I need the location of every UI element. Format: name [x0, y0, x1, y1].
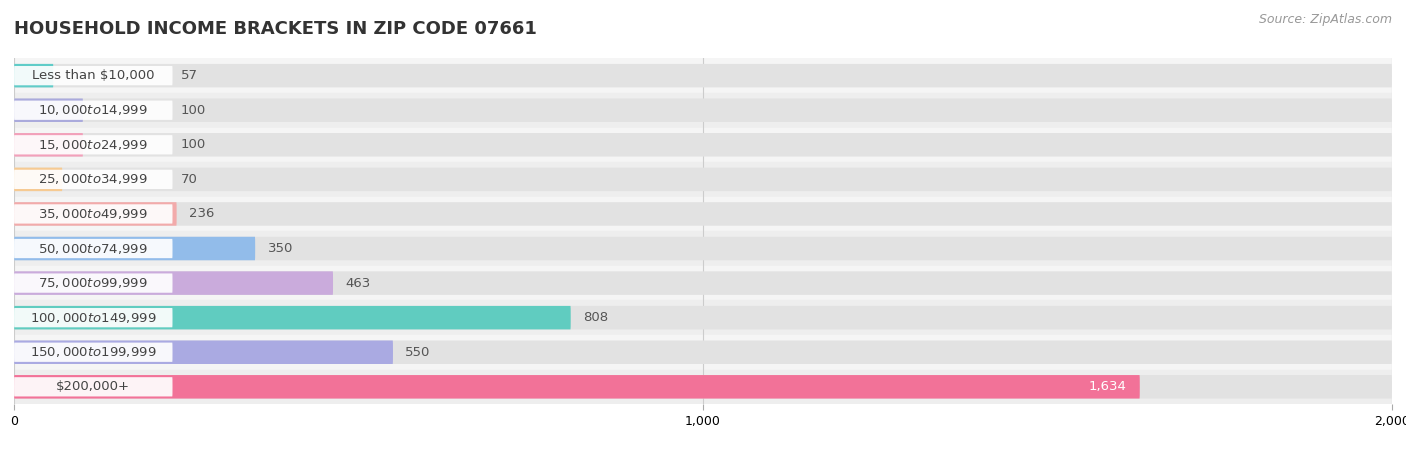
Bar: [14, 370, 1392, 404]
Text: 808: 808: [583, 311, 609, 324]
FancyBboxPatch shape: [14, 237, 1392, 260]
Text: 100: 100: [181, 104, 207, 117]
FancyBboxPatch shape: [14, 167, 1392, 191]
FancyBboxPatch shape: [14, 343, 173, 362]
Text: $10,000 to $14,999: $10,000 to $14,999: [38, 103, 148, 117]
Text: 350: 350: [267, 242, 292, 255]
FancyBboxPatch shape: [14, 375, 1392, 399]
FancyBboxPatch shape: [14, 133, 83, 157]
Bar: [14, 266, 1392, 300]
FancyBboxPatch shape: [14, 271, 333, 295]
FancyBboxPatch shape: [14, 170, 173, 189]
FancyBboxPatch shape: [14, 64, 1392, 88]
Bar: [14, 162, 1392, 197]
Text: $150,000 to $199,999: $150,000 to $199,999: [30, 345, 156, 359]
Text: $25,000 to $34,999: $25,000 to $34,999: [38, 172, 148, 186]
Bar: [14, 58, 1392, 93]
FancyBboxPatch shape: [14, 135, 173, 154]
FancyBboxPatch shape: [14, 306, 571, 330]
FancyBboxPatch shape: [14, 308, 173, 327]
FancyBboxPatch shape: [14, 340, 394, 364]
FancyBboxPatch shape: [14, 133, 1392, 157]
Bar: [14, 231, 1392, 266]
FancyBboxPatch shape: [14, 98, 83, 122]
Text: 1,634: 1,634: [1088, 380, 1126, 393]
Text: 70: 70: [181, 173, 198, 186]
Text: 100: 100: [181, 138, 207, 151]
Text: $15,000 to $24,999: $15,000 to $24,999: [38, 138, 148, 152]
Bar: [14, 128, 1392, 162]
Bar: [14, 197, 1392, 231]
FancyBboxPatch shape: [14, 202, 1392, 226]
Text: 463: 463: [346, 277, 371, 290]
Text: HOUSEHOLD INCOME BRACKETS IN ZIP CODE 07661: HOUSEHOLD INCOME BRACKETS IN ZIP CODE 07…: [14, 20, 537, 38]
Text: $35,000 to $49,999: $35,000 to $49,999: [38, 207, 148, 221]
FancyBboxPatch shape: [14, 98, 1392, 122]
FancyBboxPatch shape: [14, 204, 173, 224]
FancyBboxPatch shape: [14, 377, 173, 396]
Bar: [14, 93, 1392, 128]
FancyBboxPatch shape: [14, 273, 173, 293]
FancyBboxPatch shape: [14, 167, 62, 191]
Text: $50,000 to $74,999: $50,000 to $74,999: [38, 242, 148, 255]
Text: Less than $10,000: Less than $10,000: [32, 69, 155, 82]
FancyBboxPatch shape: [14, 66, 173, 85]
FancyBboxPatch shape: [14, 64, 53, 88]
FancyBboxPatch shape: [14, 239, 173, 258]
Bar: [14, 300, 1392, 335]
Text: $200,000+: $200,000+: [56, 380, 131, 393]
Text: 57: 57: [181, 69, 198, 82]
FancyBboxPatch shape: [14, 237, 256, 260]
FancyBboxPatch shape: [14, 375, 1140, 399]
FancyBboxPatch shape: [14, 306, 1392, 330]
Text: $75,000 to $99,999: $75,000 to $99,999: [38, 276, 148, 290]
Text: 550: 550: [405, 346, 430, 359]
FancyBboxPatch shape: [14, 271, 1392, 295]
Text: Source: ZipAtlas.com: Source: ZipAtlas.com: [1258, 13, 1392, 26]
Text: $100,000 to $149,999: $100,000 to $149,999: [30, 311, 156, 325]
FancyBboxPatch shape: [14, 101, 173, 120]
Text: 236: 236: [188, 207, 215, 220]
FancyBboxPatch shape: [14, 202, 177, 226]
FancyBboxPatch shape: [14, 340, 1392, 364]
Bar: [14, 335, 1392, 370]
